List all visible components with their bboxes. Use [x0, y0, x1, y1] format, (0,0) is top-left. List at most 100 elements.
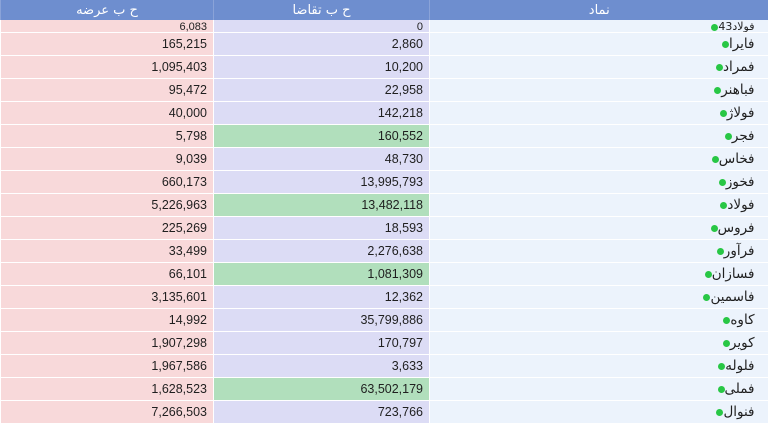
- symbol-cell[interactable]: فباهنر: [429, 78, 768, 102]
- offer-volume-cell: 1,967,586: [0, 354, 214, 378]
- offer-volume-cell: 9,039: [0, 147, 214, 171]
- status-dot-icon: [719, 109, 727, 117]
- offer-volume-cell: 95,472: [0, 78, 214, 102]
- bid-volume-cell: 142,218: [213, 101, 430, 125]
- status-dot-icon: [724, 132, 732, 140]
- symbol-cell[interactable]: فولاد43: [429, 20, 768, 33]
- bid-volume-cell: 3,633: [213, 354, 430, 378]
- bid-volume-cell: 35,799,886: [213, 308, 430, 332]
- symbol-label: فروس: [717, 220, 755, 236]
- symbol-label: فنوال: [723, 404, 755, 420]
- status-dot-icon: [718, 178, 726, 186]
- symbol-label: فرآور: [723, 243, 755, 259]
- symbol-label: کویر: [729, 335, 755, 351]
- symbol-cell[interactable]: فجر: [429, 124, 768, 148]
- symbol-label: فولاد: [727, 197, 755, 213]
- table-body: 6,083 0 فولاد43 165,215 2,860 فایرا 1,095,403 1…: [0, 20, 768, 424]
- offer-volume-cell: 6,083: [0, 20, 214, 33]
- bid-volume-cell: 10,200: [213, 55, 430, 79]
- symbol-cell[interactable]: فلوله: [429, 354, 768, 378]
- offer-volume-cell: 3,135,601: [0, 285, 214, 309]
- symbol-cell[interactable]: فایرا: [429, 32, 768, 56]
- status-dot-icon: [711, 155, 719, 163]
- bid-volume-cell: 160,552: [213, 124, 430, 148]
- symbol-cell[interactable]: فاسمین: [429, 285, 768, 309]
- symbol-cell[interactable]: فخاس: [429, 147, 768, 171]
- symbol-label: فملی: [724, 381, 755, 397]
- status-dot-icon: [717, 385, 725, 393]
- symbol-cell[interactable]: فمراد: [429, 55, 768, 79]
- status-dot-icon: [711, 23, 719, 31]
- offer-volume-cell: 33,499: [0, 239, 214, 263]
- offer-volume-cell: 165,215: [0, 32, 214, 56]
- offer-volume-cell: 14,992: [0, 308, 214, 332]
- column-header-offer-volume[interactable]: ح ب عرضه: [0, 0, 214, 20]
- status-dot-icon: [710, 224, 718, 232]
- table-row[interactable]: 1,628,523 63,502,179 فملی: [0, 377, 768, 401]
- table-row[interactable]: 14,992 35,799,886 کاوه: [0, 308, 768, 332]
- symbol-label: فسازان: [711, 266, 755, 282]
- symbol-label: فولاژ: [726, 105, 755, 121]
- table-row[interactable]: 3,135,601 12,362 فاسمین: [0, 285, 768, 309]
- offer-volume-cell: 5,798: [0, 124, 214, 148]
- status-dot-icon: [716, 63, 724, 71]
- table-row[interactable]: 9,039 48,730 فخاس: [0, 147, 768, 171]
- column-header-bid-volume[interactable]: ح ب تقاضا: [213, 0, 430, 20]
- status-dot-icon: [722, 339, 730, 347]
- table-row[interactable]: 40,000 142,218 فولاژ: [0, 101, 768, 125]
- bid-volume-cell: 48,730: [213, 147, 430, 171]
- symbol-cell[interactable]: فروس: [429, 216, 768, 240]
- status-dot-icon: [716, 408, 724, 416]
- bid-volume-cell: 63,502,179: [213, 377, 430, 401]
- symbol-label: فلوله: [725, 358, 755, 374]
- bid-volume-cell: 12,362: [213, 285, 430, 309]
- symbol-label: فخاس: [718, 151, 755, 167]
- status-dot-icon: [716, 247, 724, 255]
- symbol-label: فاسمین: [710, 289, 755, 305]
- header-row: ح ب عرضه ح ب تقاضا نماد: [0, 0, 768, 20]
- symbol-label: فجر: [731, 128, 755, 144]
- symbol-cell[interactable]: کاوه: [429, 308, 768, 332]
- status-dot-icon: [703, 293, 711, 301]
- table-row[interactable]: 33,499 2,276,638 فرآور: [0, 239, 768, 263]
- symbol-cell[interactable]: فملی: [429, 377, 768, 401]
- offer-volume-cell: 1,907,298: [0, 331, 214, 355]
- table-row[interactable]: 66,101 1,081,309 فسازان: [0, 262, 768, 286]
- status-dot-icon: [723, 316, 731, 324]
- table-row[interactable]: 5,226,963 13,482,118 فولاد: [0, 193, 768, 217]
- symbol-cell[interactable]: فسازان: [429, 262, 768, 286]
- offer-volume-cell: 225,269: [0, 216, 214, 240]
- status-dot-icon: [718, 362, 726, 370]
- table-row[interactable]: 7,266,503 723,766 فنوال: [0, 400, 768, 424]
- offer-volume-cell: 1,628,523: [0, 377, 214, 401]
- table-row[interactable]: 1,967,586 3,633 فلوله: [0, 354, 768, 378]
- symbol-cell[interactable]: فرآور: [429, 239, 768, 263]
- symbol-cell[interactable]: کویر: [429, 331, 768, 355]
- bid-volume-cell: 0: [213, 20, 430, 33]
- symbol-label: فخوز: [725, 174, 755, 190]
- symbol-cell[interactable]: فنوال: [429, 400, 768, 424]
- offer-volume-cell: 5,226,963: [0, 193, 214, 217]
- table-row[interactable]: 95,472 22,958 فباهنر: [0, 78, 768, 102]
- table-row[interactable]: 225,269 18,593 فروس: [0, 216, 768, 240]
- symbol-label: فولاد43: [718, 20, 755, 33]
- symbol-cell[interactable]: فولاژ: [429, 101, 768, 125]
- bid-volume-cell: 2,276,638: [213, 239, 430, 263]
- status-dot-icon: [714, 86, 722, 94]
- table-row[interactable]: 1,095,403 10,200 فمراد: [0, 55, 768, 79]
- symbol-cell[interactable]: فولاد: [429, 193, 768, 217]
- symbol-label: کاوه: [730, 312, 755, 328]
- symbol-label: فمراد: [723, 59, 755, 75]
- offer-volume-cell: 40,000: [0, 101, 214, 125]
- offer-volume-cell: 7,266,503: [0, 400, 214, 424]
- table-row[interactable]: 1,907,298 170,797 کویر: [0, 331, 768, 355]
- table-row[interactable]: 660,173 13,995,793 فخوز: [0, 170, 768, 194]
- symbol-cell[interactable]: فخوز: [429, 170, 768, 194]
- table-row[interactable]: 6,083 0 فولاد43: [0, 20, 768, 33]
- column-header-symbol[interactable]: نماد: [429, 0, 768, 20]
- bid-volume-cell: 18,593: [213, 216, 430, 240]
- table-row[interactable]: 165,215 2,860 فایرا: [0, 32, 768, 56]
- table-row[interactable]: 5,798 160,552 فجر: [0, 124, 768, 148]
